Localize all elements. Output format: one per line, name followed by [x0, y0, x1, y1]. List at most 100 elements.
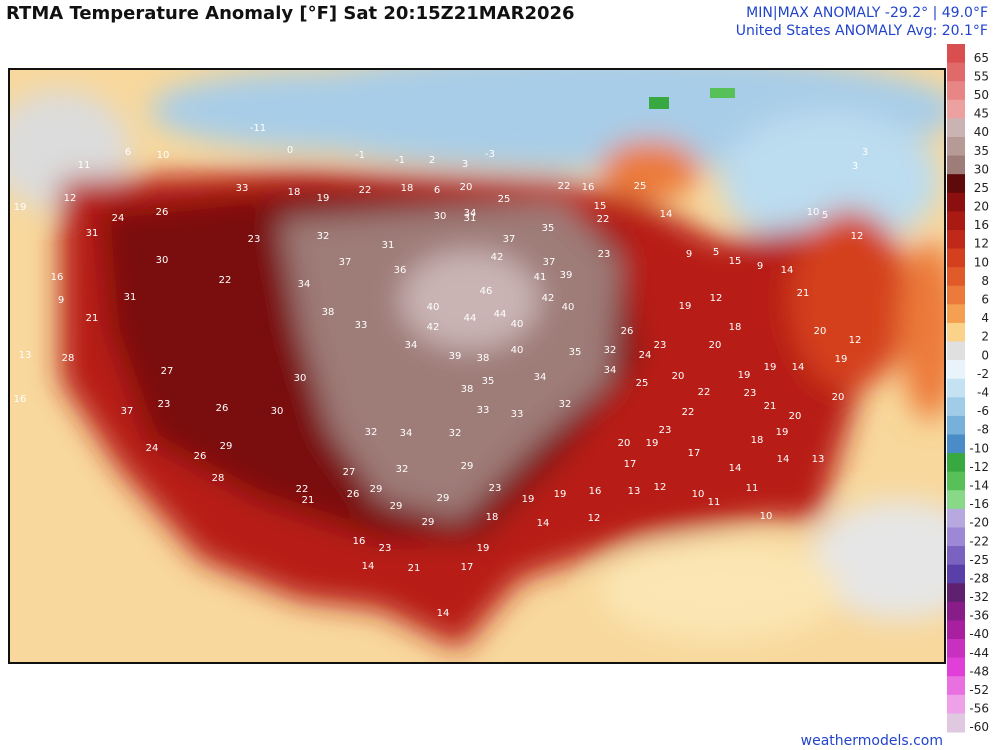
station-value: 5: [713, 247, 719, 258]
station-value: 22: [698, 387, 711, 398]
station-value: 40: [562, 302, 575, 313]
station-value: 32: [365, 427, 378, 438]
colorbar-label: 10: [974, 255, 989, 269]
station-value: 29: [370, 484, 383, 495]
colorbar-swatch: [947, 471, 965, 491]
station-value: 23: [654, 340, 667, 351]
station-value: 18: [486, 512, 499, 523]
station-value: -11: [250, 123, 266, 134]
station-value: 31: [464, 213, 477, 224]
station-value: 26: [194, 451, 207, 462]
colorbar-label: 12: [974, 237, 989, 251]
station-value: 37: [339, 257, 352, 268]
station-value: 35: [482, 376, 495, 387]
station-value: 19: [317, 193, 330, 204]
station-value: 14: [660, 209, 673, 220]
station-value: 14: [537, 518, 550, 529]
station-value: 11: [708, 497, 721, 508]
station-value: 16: [51, 272, 64, 283]
colorbar-swatch: [947, 657, 965, 677]
station-value: 20: [618, 438, 631, 449]
map-frame: [8, 68, 946, 664]
colorbar-swatch: [947, 527, 965, 547]
station-value: 12: [654, 482, 667, 493]
station-value: 37: [121, 406, 134, 417]
station-value: 33: [355, 320, 368, 331]
station-value: 22: [296, 484, 309, 495]
colorbar-swatch: [947, 285, 965, 305]
station-value: 18: [729, 322, 742, 333]
colorbar-swatch: [947, 118, 965, 138]
station-value: 32: [559, 399, 572, 410]
station-value: 18: [751, 435, 764, 446]
colorbar-swatch: [947, 564, 965, 584]
station-value: 31: [124, 292, 137, 303]
station-value: 37: [543, 257, 556, 268]
station-value: 15: [594, 201, 607, 212]
station-value: 16: [353, 536, 366, 547]
colorbar-label: 35: [974, 144, 989, 158]
station-value: 26: [216, 403, 229, 414]
station-value: 3: [852, 161, 858, 172]
station-value: 19: [477, 543, 490, 554]
station-value: 39: [560, 270, 573, 281]
station-value: 3: [862, 147, 868, 158]
colorbar-swatch: [947, 174, 965, 194]
colorbar-label: -60: [969, 720, 989, 734]
station-value: 31: [382, 240, 395, 251]
station-value: 23: [659, 425, 672, 436]
colorbar-label: -16: [969, 497, 989, 511]
station-value: 30: [294, 373, 307, 384]
colorbar-swatch: [947, 136, 965, 157]
colorbar-swatch: [947, 490, 965, 510]
station-value: 35: [569, 347, 582, 358]
station-value: 37: [503, 234, 516, 245]
station-value: 31: [86, 228, 99, 239]
colorbar: 65555045403530252016121086420-2-4-6-8-10…: [947, 44, 989, 734]
station-value: 29: [390, 501, 403, 512]
colorbar-label: -40: [969, 627, 989, 641]
station-value: 14: [437, 608, 450, 619]
colorbar-label: -10: [969, 441, 989, 455]
station-value: 46: [480, 286, 493, 297]
station-value: 22: [682, 407, 695, 418]
station-value: 19: [14, 202, 27, 213]
station-value: 9: [686, 249, 692, 260]
station-value: 38: [477, 353, 490, 364]
station-value: 34: [534, 372, 547, 383]
colorbar-swatch: [947, 44, 965, 64]
station-value: 32: [449, 428, 462, 439]
colorbar-label: 0: [981, 348, 989, 362]
station-value: 23: [744, 388, 757, 399]
station-value: 20: [672, 371, 685, 382]
station-value: 20: [814, 326, 827, 337]
station-value: 29: [220, 441, 233, 452]
station-value: 12: [64, 193, 77, 204]
station-value: 38: [322, 307, 335, 318]
colorbar-label: -44: [969, 646, 989, 660]
station-value: 23: [489, 483, 502, 494]
colorbar-label: 20: [974, 200, 989, 214]
colorbar-label: 40: [974, 125, 989, 139]
station-value: 11: [78, 160, 91, 171]
station-value: 38: [461, 384, 474, 395]
station-value: 28: [62, 353, 75, 364]
colorbar-label: 8: [981, 274, 989, 288]
station-value: 20: [460, 182, 473, 193]
colorbar-label: -28: [969, 571, 989, 585]
station-value: 20: [789, 411, 802, 422]
station-value: 30: [156, 255, 169, 266]
station-value: 0: [287, 145, 293, 156]
colorbar-swatch: [947, 62, 965, 82]
station-value: 26: [621, 326, 634, 337]
colorbar-label: 16: [974, 218, 989, 232]
station-value: 13: [628, 486, 641, 497]
colorbar-swatch: [947, 229, 965, 250]
colorbar-swatch: [947, 397, 965, 417]
station-value: 16: [589, 486, 602, 497]
station-value: 40: [427, 302, 440, 313]
station-value: 42: [427, 322, 440, 333]
station-value: 21: [302, 495, 315, 506]
credit: weathermodels.com: [801, 733, 943, 749]
station-value: 20: [832, 392, 845, 403]
